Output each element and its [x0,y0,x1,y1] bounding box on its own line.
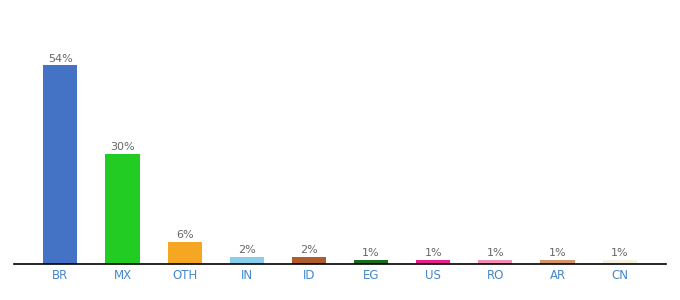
Text: 1%: 1% [549,248,566,259]
Bar [416,260,450,264]
Text: 1%: 1% [362,248,380,259]
Text: 6%: 6% [176,230,193,240]
Bar [105,154,139,264]
Text: 54%: 54% [48,54,73,64]
Bar [292,256,326,264]
Bar [167,242,202,264]
Bar [354,260,388,264]
Text: 2%: 2% [238,245,256,255]
Text: 1%: 1% [424,248,442,259]
Text: 2%: 2% [300,245,318,255]
Bar [541,260,575,264]
Bar [230,256,264,264]
Bar [478,260,513,264]
Text: 30%: 30% [110,142,135,152]
Text: 1%: 1% [487,248,504,259]
Bar [602,260,636,264]
Text: 1%: 1% [611,248,628,259]
Bar [44,65,78,264]
